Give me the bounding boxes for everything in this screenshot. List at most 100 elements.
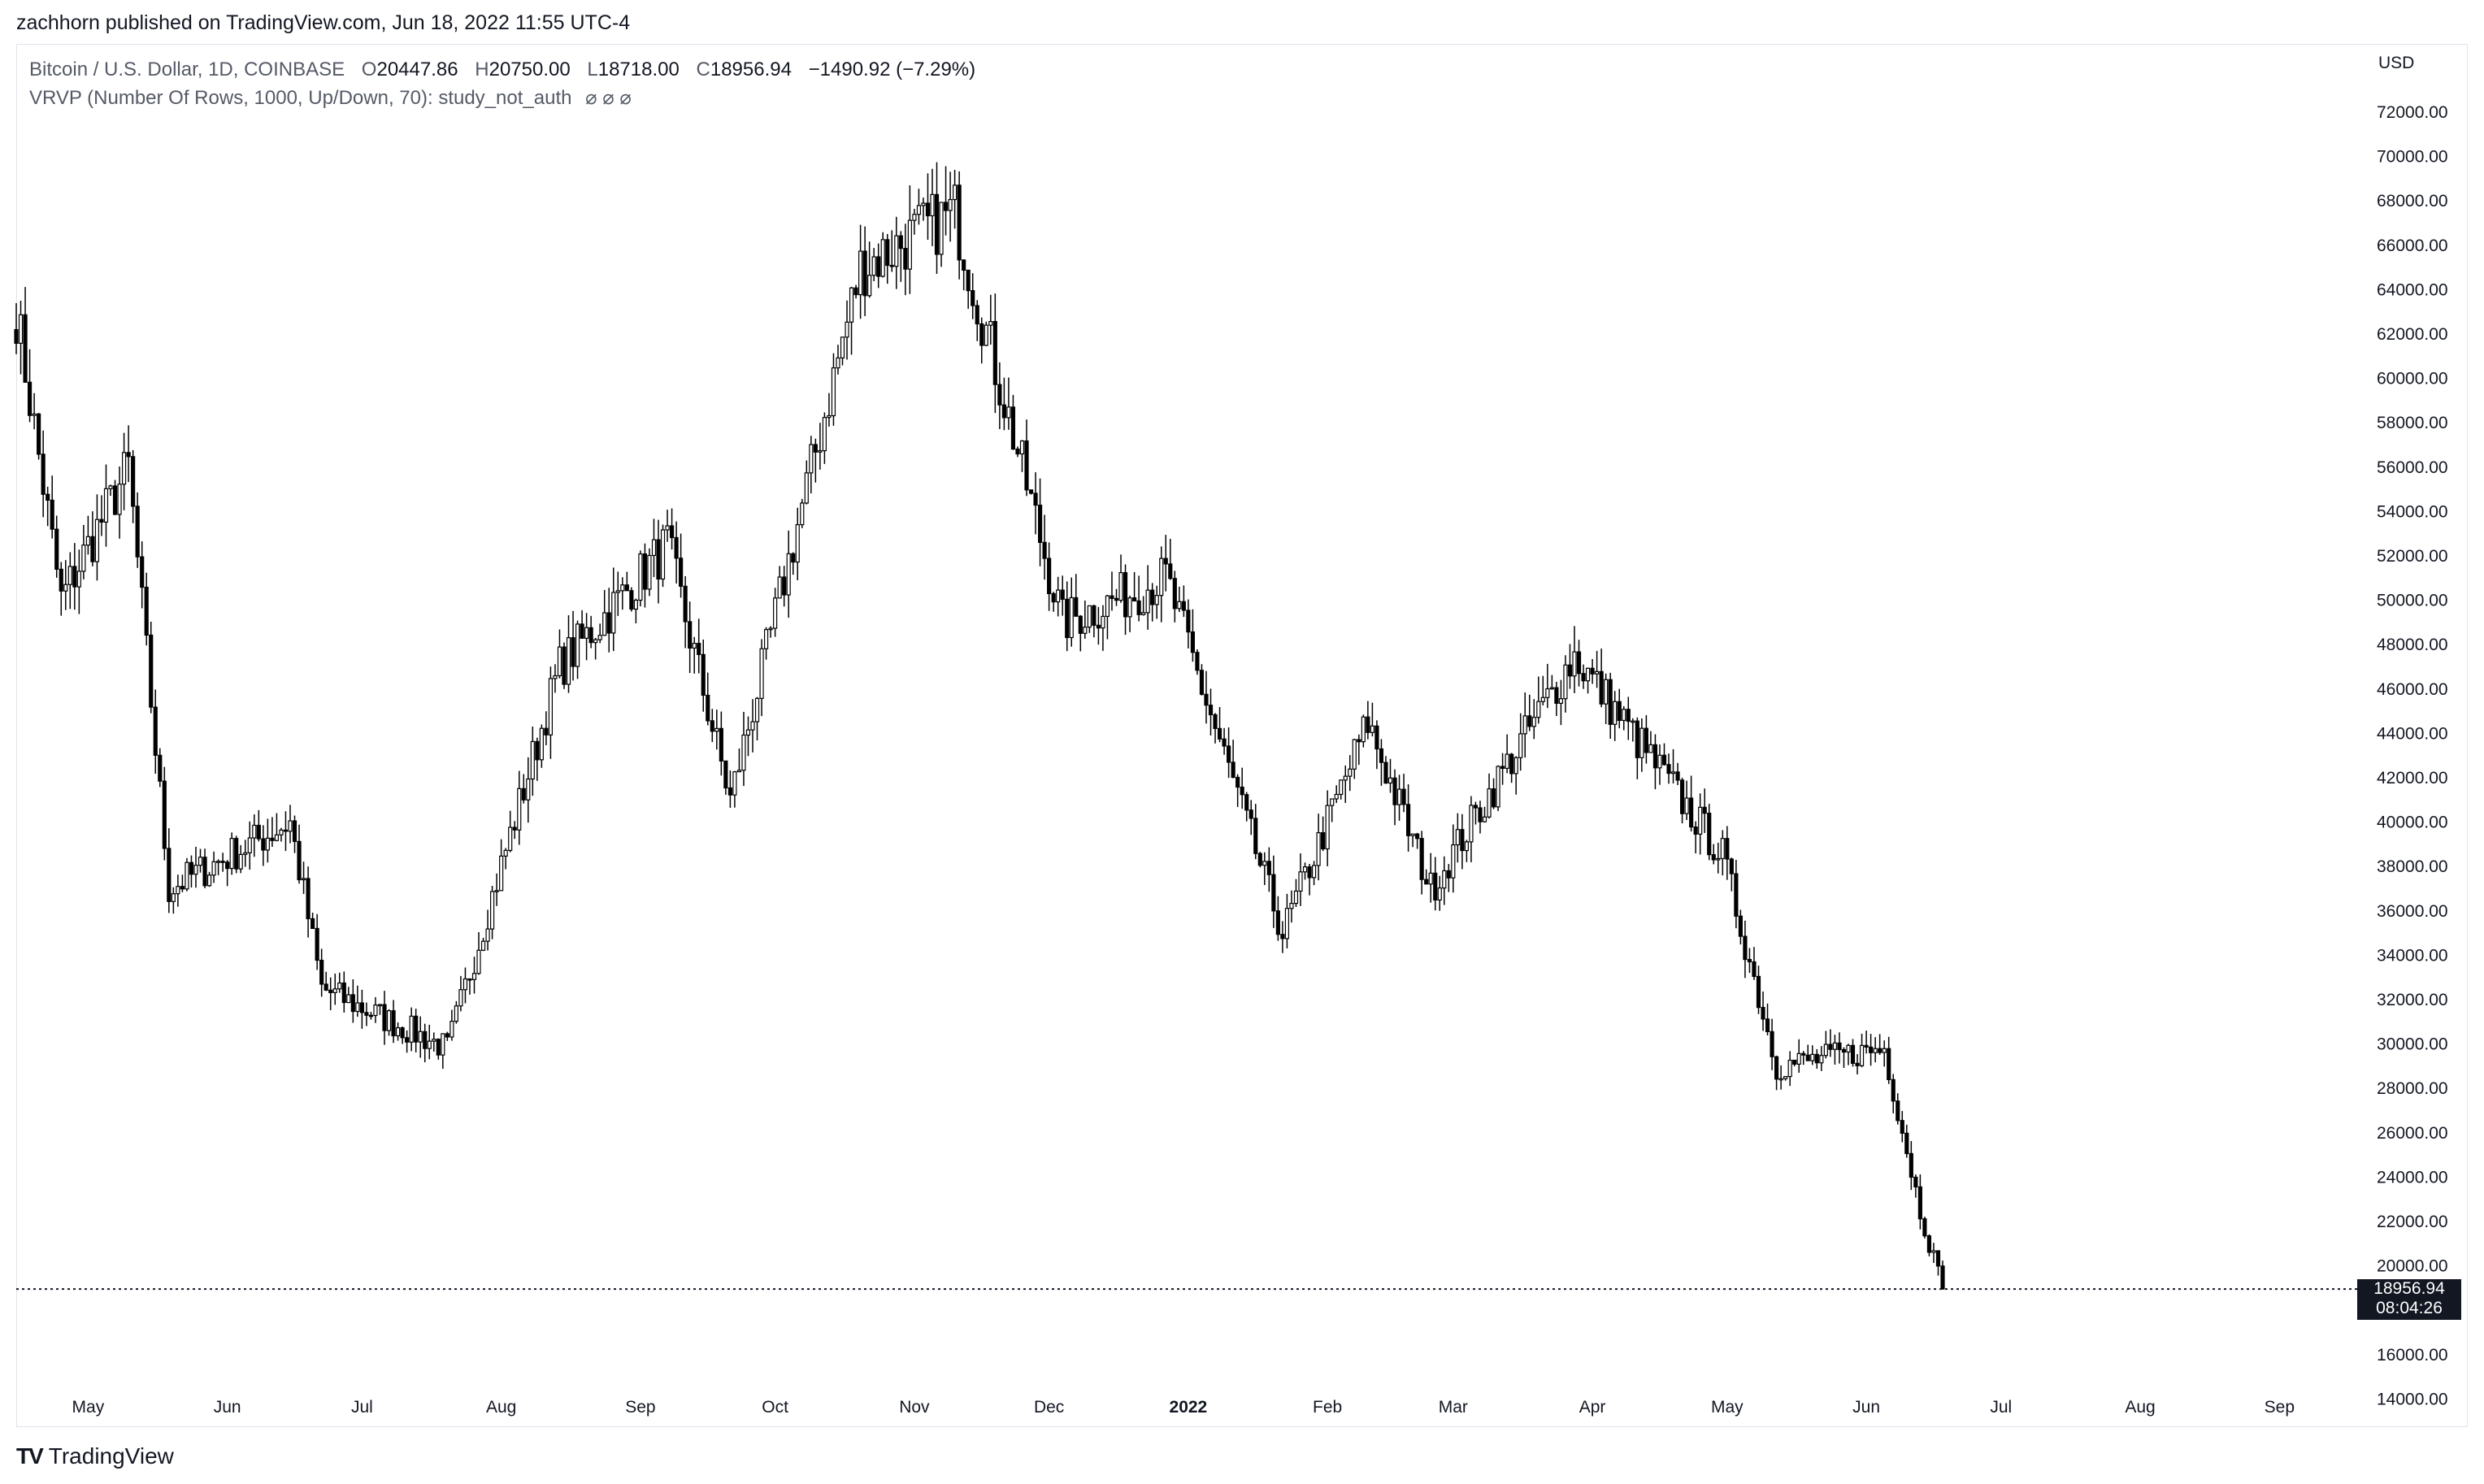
candle-body xyxy=(1033,492,1038,506)
candle-body xyxy=(773,597,778,629)
price-tick: 36000.00 xyxy=(2377,902,2448,921)
high-label: H xyxy=(475,59,489,80)
candle-body xyxy=(297,840,302,881)
currency-label[interactable]: USD xyxy=(2378,54,2415,72)
candle-body xyxy=(508,827,513,851)
last-price-value: 18956.94 xyxy=(2373,1279,2445,1299)
candle-body xyxy=(997,384,1002,406)
candle-body xyxy=(423,1031,428,1049)
candle-body xyxy=(1631,720,1635,723)
candle-body xyxy=(1141,612,1146,615)
candle-body xyxy=(1783,1075,1788,1079)
candle-body xyxy=(1496,766,1500,808)
candle-body xyxy=(754,697,760,722)
candle-body xyxy=(1204,693,1209,706)
candle-body xyxy=(1567,664,1573,677)
time-tick: Nov xyxy=(899,1398,930,1417)
candle-body xyxy=(876,256,881,277)
candle-body xyxy=(831,367,836,417)
candle-body xyxy=(620,584,625,592)
candle-body xyxy=(602,612,607,636)
candle-body xyxy=(1410,833,1415,836)
candle-body xyxy=(732,771,737,796)
candle-body xyxy=(315,927,319,961)
candle-body xyxy=(1536,701,1541,718)
candle-body xyxy=(270,837,275,841)
indicator-legend[interactable]: VRVP (Number Of Rows, 1000, Up/Down, 70)… xyxy=(29,86,632,110)
candle-body xyxy=(1581,673,1586,682)
candle-body xyxy=(306,878,310,920)
candle-body xyxy=(597,635,602,640)
candle-body xyxy=(1878,1048,1883,1053)
candle-body xyxy=(1019,440,1025,455)
candle-body xyxy=(1837,1042,1842,1051)
candle-body xyxy=(1352,739,1357,770)
price-tick: 30000.00 xyxy=(2377,1035,2448,1054)
candle-body xyxy=(688,621,693,649)
candle-body xyxy=(665,525,670,531)
candle-body xyxy=(1451,844,1456,879)
price-tick: 68000.00 xyxy=(2377,192,2448,210)
candle-body xyxy=(1047,558,1052,595)
candle-body xyxy=(1190,631,1196,653)
price-tick: 46000.00 xyxy=(2377,680,2448,699)
candle-body xyxy=(697,642,701,655)
candle-body xyxy=(1765,1018,1770,1032)
candle-body xyxy=(584,627,589,639)
candle-body xyxy=(934,193,940,255)
candle-body xyxy=(414,1015,419,1043)
candle-body xyxy=(1235,776,1240,788)
symbol-legend[interactable]: Bitcoin / U.S. Dollar, 1D, COINBASE O204… xyxy=(29,59,975,81)
candle-body xyxy=(966,269,971,292)
candle-body xyxy=(1298,871,1303,892)
price-axis: 72000.00 70000.00 68000.00 66000.00 64000.00… xyxy=(2377,103,2448,1408)
candle-body xyxy=(1078,615,1083,634)
candle-body xyxy=(880,239,885,277)
candle-body xyxy=(1446,870,1451,879)
candle-body xyxy=(526,778,531,801)
candle-body xyxy=(1428,872,1433,885)
candle-body xyxy=(571,637,575,667)
price-tick: 28000.00 xyxy=(2377,1079,2448,1098)
candle-body xyxy=(144,586,149,636)
candle-body xyxy=(1823,1044,1828,1057)
candle-body xyxy=(1240,786,1244,796)
price-tick: 16000.00 xyxy=(2377,1346,2448,1365)
candle-body xyxy=(121,452,127,485)
candle-body xyxy=(368,1014,374,1018)
chart-frame[interactable] xyxy=(16,44,2468,1427)
candle-body xyxy=(521,788,526,801)
candle-body xyxy=(548,678,554,735)
candle-body xyxy=(1105,595,1110,618)
candle-body xyxy=(845,321,849,338)
candle-body xyxy=(777,576,782,599)
candle-body xyxy=(1648,744,1653,753)
candle-body xyxy=(1172,578,1177,610)
candle-body xyxy=(1917,1186,1922,1220)
time-tick: Oct xyxy=(762,1398,788,1417)
candle-body xyxy=(1379,748,1384,763)
candle-body xyxy=(1926,1235,1932,1253)
candle-body xyxy=(930,193,935,217)
candle-body xyxy=(1846,1044,1851,1053)
change-value: −1490.92 (−7.29%) xyxy=(808,59,976,80)
candle-body xyxy=(1383,762,1388,784)
candle-body xyxy=(1828,1044,1833,1050)
candle-body xyxy=(319,959,324,985)
candle-body xyxy=(1652,744,1658,769)
tradingview-brand[interactable]: TV TradingView xyxy=(16,1443,174,1469)
candle-body xyxy=(957,184,962,261)
candle-body xyxy=(1001,404,1006,419)
candle-body xyxy=(225,861,230,870)
candle-body xyxy=(1473,805,1479,809)
candle-body xyxy=(1487,788,1492,818)
time-tick: 2022 xyxy=(1170,1398,1208,1417)
candle-body xyxy=(185,861,189,890)
candle-body xyxy=(485,928,490,942)
candle-body xyxy=(1855,1062,1860,1066)
candle-body xyxy=(512,827,517,831)
candle-body xyxy=(1396,788,1402,805)
candle-body xyxy=(840,336,845,359)
candle-body xyxy=(1074,597,1079,617)
